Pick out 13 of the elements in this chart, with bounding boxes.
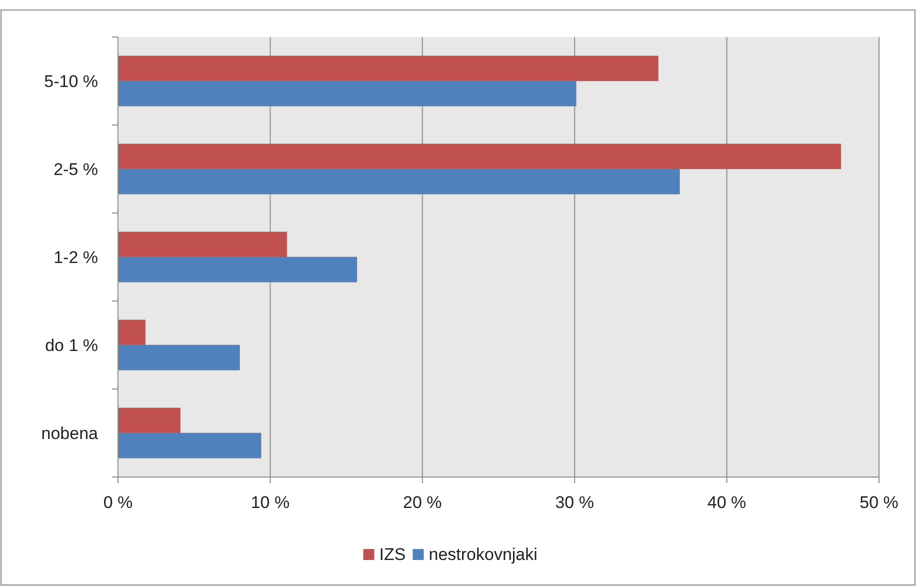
y-tick-label: 2-5 % — [54, 160, 98, 179]
x-tick-label: 10 % — [250, 493, 290, 512]
y-tick-label: do 1 % — [45, 336, 98, 355]
y-tick-label: nobena — [41, 424, 99, 443]
x-tick-label: 20 % — [403, 493, 442, 512]
x-tick-label: 50 % — [860, 493, 898, 512]
legend-label: IZS — [379, 545, 406, 564]
legend-label: nestrokovnjaki — [428, 545, 538, 564]
x-tick-label: 40 % — [707, 493, 746, 512]
x-tick-label: 30 % — [555, 493, 594, 512]
y-tick-label: 5-10 % — [44, 72, 98, 91]
x-tick-label: 0 % — [103, 493, 133, 512]
y-tick-label: 1-2 % — [54, 248, 98, 267]
